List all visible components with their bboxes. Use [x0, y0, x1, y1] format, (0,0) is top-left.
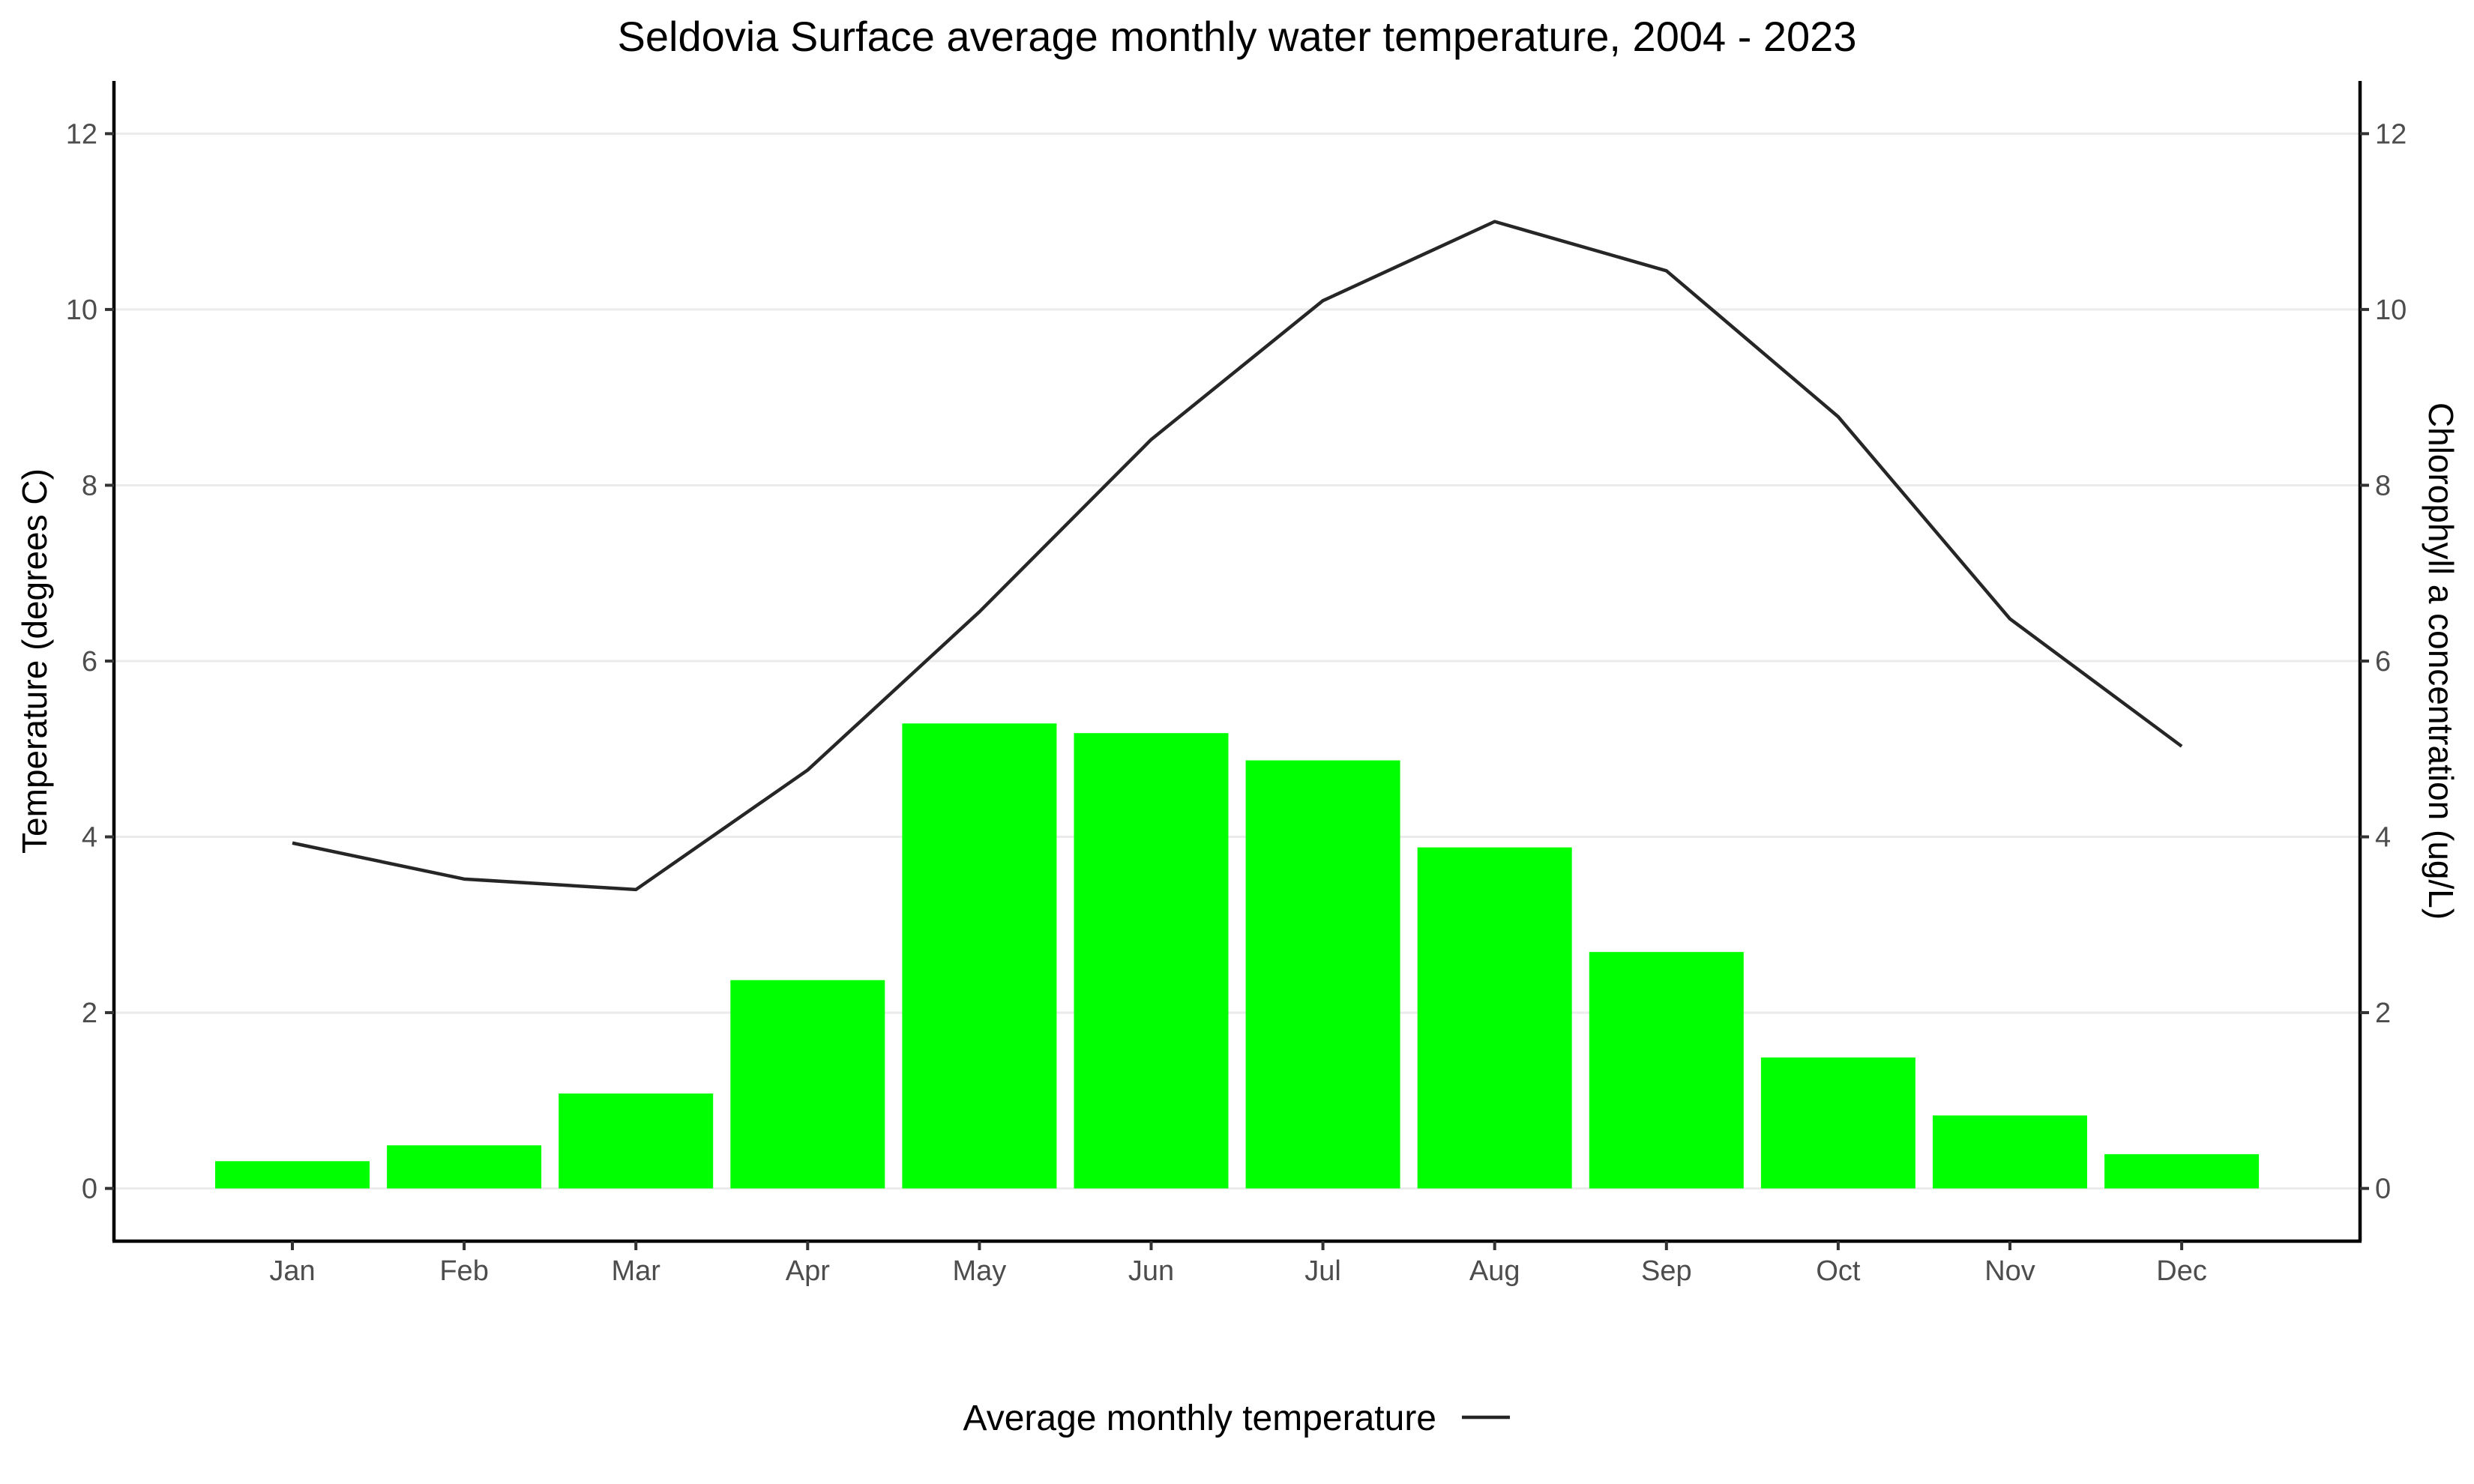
y2-axis-title: Chlorophyll a concentration (ug/L): [2422, 402, 2461, 920]
x-tick-label: Apr: [786, 1255, 830, 1287]
y-tick-label: 12: [66, 118, 97, 150]
legend: Average monthly temperature: [963, 1399, 1510, 1438]
x-tick-label: Mar: [611, 1255, 660, 1287]
x-tick-label: Jun: [1128, 1255, 1174, 1287]
y2-tick-label: 2: [2375, 998, 2391, 1029]
x-tick-label: Nov: [1984, 1255, 2035, 1287]
bar: [215, 1161, 370, 1189]
y-tick-label: 8: [82, 470, 97, 501]
y2-tick-label: 4: [2375, 822, 2391, 854]
bar: [1074, 733, 1229, 1189]
gridlines: [114, 132, 2360, 1190]
bar: [1417, 847, 1572, 1189]
y-tick-label: 0: [82, 1174, 97, 1205]
y2-tick-label: 6: [2375, 646, 2391, 678]
legend-label: Average monthly temperature: [963, 1399, 1436, 1438]
bar: [730, 980, 885, 1189]
x-tick-label: Dec: [2156, 1255, 2207, 1287]
y2-tick-label: 0: [2375, 1174, 2391, 1205]
y-tick-label: 4: [82, 822, 97, 854]
line-series: [292, 220, 2183, 892]
temperature-line: [292, 220, 2183, 892]
x-tick-label: Jul: [1304, 1255, 1341, 1287]
y-tick-label: 2: [82, 998, 97, 1029]
axis-titles: Temperature (degrees C) Chlorophyll a con…: [15, 402, 2461, 920]
y2-tick-label: 10: [2375, 295, 2407, 326]
x-tick-label: Aug: [1469, 1255, 1520, 1287]
bar: [1589, 952, 1744, 1189]
bar-series: [215, 723, 2260, 1189]
bar: [559, 1093, 714, 1189]
chart-title: Seldovia Surface average monthly water t…: [617, 13, 1857, 60]
axes: [105, 81, 2369, 1250]
x-tick-label: Feb: [439, 1255, 488, 1287]
x-tick-label: May: [953, 1255, 1007, 1287]
x-tick-label: Jan: [269, 1255, 315, 1287]
y2-tick-label: 12: [2375, 118, 2407, 150]
y-axis-title: Temperature (degrees C): [15, 468, 54, 854]
y-tick-label: 6: [82, 646, 97, 678]
bar: [902, 723, 1057, 1189]
y-tick-label: 10: [66, 295, 97, 326]
y2-tick-label: 8: [2375, 470, 2391, 501]
bar: [2104, 1153, 2260, 1189]
bar: [1933, 1115, 2087, 1189]
x-tick-label: Sep: [1641, 1255, 1692, 1287]
tick-labels: 0 2 4 6 8 10 12 0 2 4 6 8 10 12 Jan Feb Mar Apr May Jun Jul A…: [66, 118, 2407, 1287]
bar: [387, 1145, 542, 1189]
x-tick-label: Oct: [1816, 1255, 1861, 1287]
bar: [1760, 1057, 1915, 1189]
bar: [1245, 760, 1400, 1189]
